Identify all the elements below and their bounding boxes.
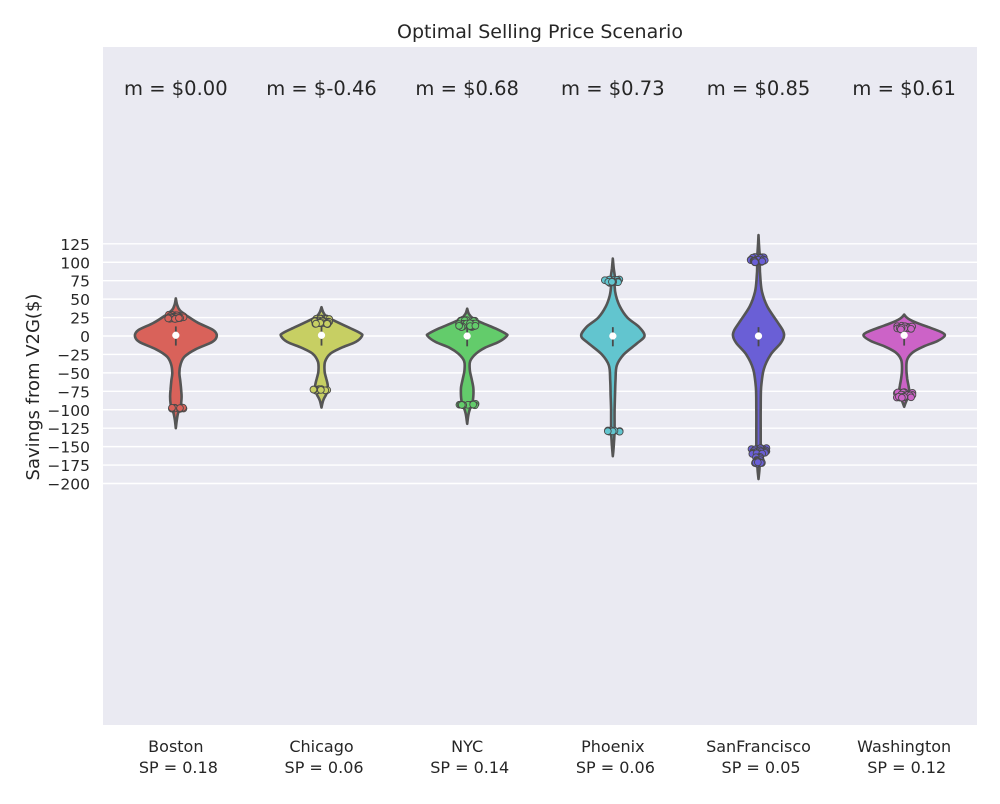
strip-point [898,393,906,402]
strip-point [176,404,184,412]
chart-title: Optimal Selling Price Scenario [397,21,683,43]
strip-point [751,258,759,267]
y-tick-label: −175 [47,457,90,475]
x-tick-label: SanFrancisco SP = 0.05 [706,737,811,777]
strip-point [608,277,616,286]
strip-point [312,319,320,328]
violin-body [425,307,509,426]
x-tick-label: Washington SP = 0.12 [857,737,951,777]
y-tick-label: 25 [70,310,90,328]
violin-group [279,305,364,409]
mean-annotation: m = $0.73 [561,77,665,100]
y-tick-label: −150 [47,439,90,457]
median-marker [317,331,326,339]
strip-point [469,400,478,409]
strip-point [907,393,915,402]
x-tick-label: NYC SP = 0.14 [425,737,509,777]
violins [133,233,947,481]
strip-point [457,401,466,409]
violin-group [731,233,786,481]
violin-body [133,297,219,430]
median-marker [463,332,471,340]
violin-body [731,233,786,481]
y-tick-label: 75 [70,273,90,291]
y-tick-label: −100 [47,402,90,420]
strip-point [471,321,480,330]
y-tick-label: −200 [47,476,90,494]
strip-point [309,385,318,394]
y-tick-label: −75 [57,383,90,401]
x-tick-label: Phoenix SP = 0.06 [571,737,655,777]
y-tick-label: 100 [60,254,90,272]
median-marker [609,332,617,340]
mean-annotation: m = $0.85 [707,77,811,100]
strip-point [323,319,331,328]
annotations: m = $0.00 m = $-0.46 m = $0.68 m = $0.73 m =… [124,77,956,100]
mean-annotation: m = $0.00 [124,77,228,100]
y-axis-label: Savings from V2G($) [23,294,44,481]
strip-point [168,403,176,412]
y-tick-label: −25 [57,346,90,364]
violin-group [425,307,509,426]
y-tick-label: 125 [60,236,90,254]
violin-group [133,297,219,430]
y-tick-label: 50 [70,291,90,309]
grid-lines [103,243,977,485]
mean-annotation: m = $0.68 [415,77,519,100]
strip-point [907,324,915,333]
strip-point [897,325,905,334]
median-marker [172,331,180,339]
x-tick-label: Chicago SP = 0.06 [279,737,363,777]
violin-body [279,305,364,409]
violin-group [862,313,947,409]
y-tick-label: 0 [80,328,90,346]
y-tick-label: −50 [57,365,90,383]
strip-point [753,458,762,467]
x-tick-label: Boston SP = 0.18 [134,737,218,777]
x-axis-ticks: Boston SP = 0.18 Chicago SP = 0.06 NYC SP … [134,737,951,777]
violin-body [862,313,947,409]
y-tick-label: −125 [47,420,90,438]
strip-point [164,314,173,323]
strip-point [758,257,767,266]
mean-annotation: m = $-0.46 [266,77,377,100]
strip-point [317,386,325,394]
strip-point [603,427,612,436]
mean-annotation: m = $0.61 [852,77,956,100]
violin-group [579,257,646,458]
strip-point [175,314,183,322]
plot-area [103,47,977,725]
violin-body [579,257,646,458]
median-marker [900,331,908,339]
strip-point [455,321,463,330]
y-axis-ticks: 1251007550250−25−50−75−100−125−150−175−2… [47,236,90,494]
median-marker [754,332,763,340]
